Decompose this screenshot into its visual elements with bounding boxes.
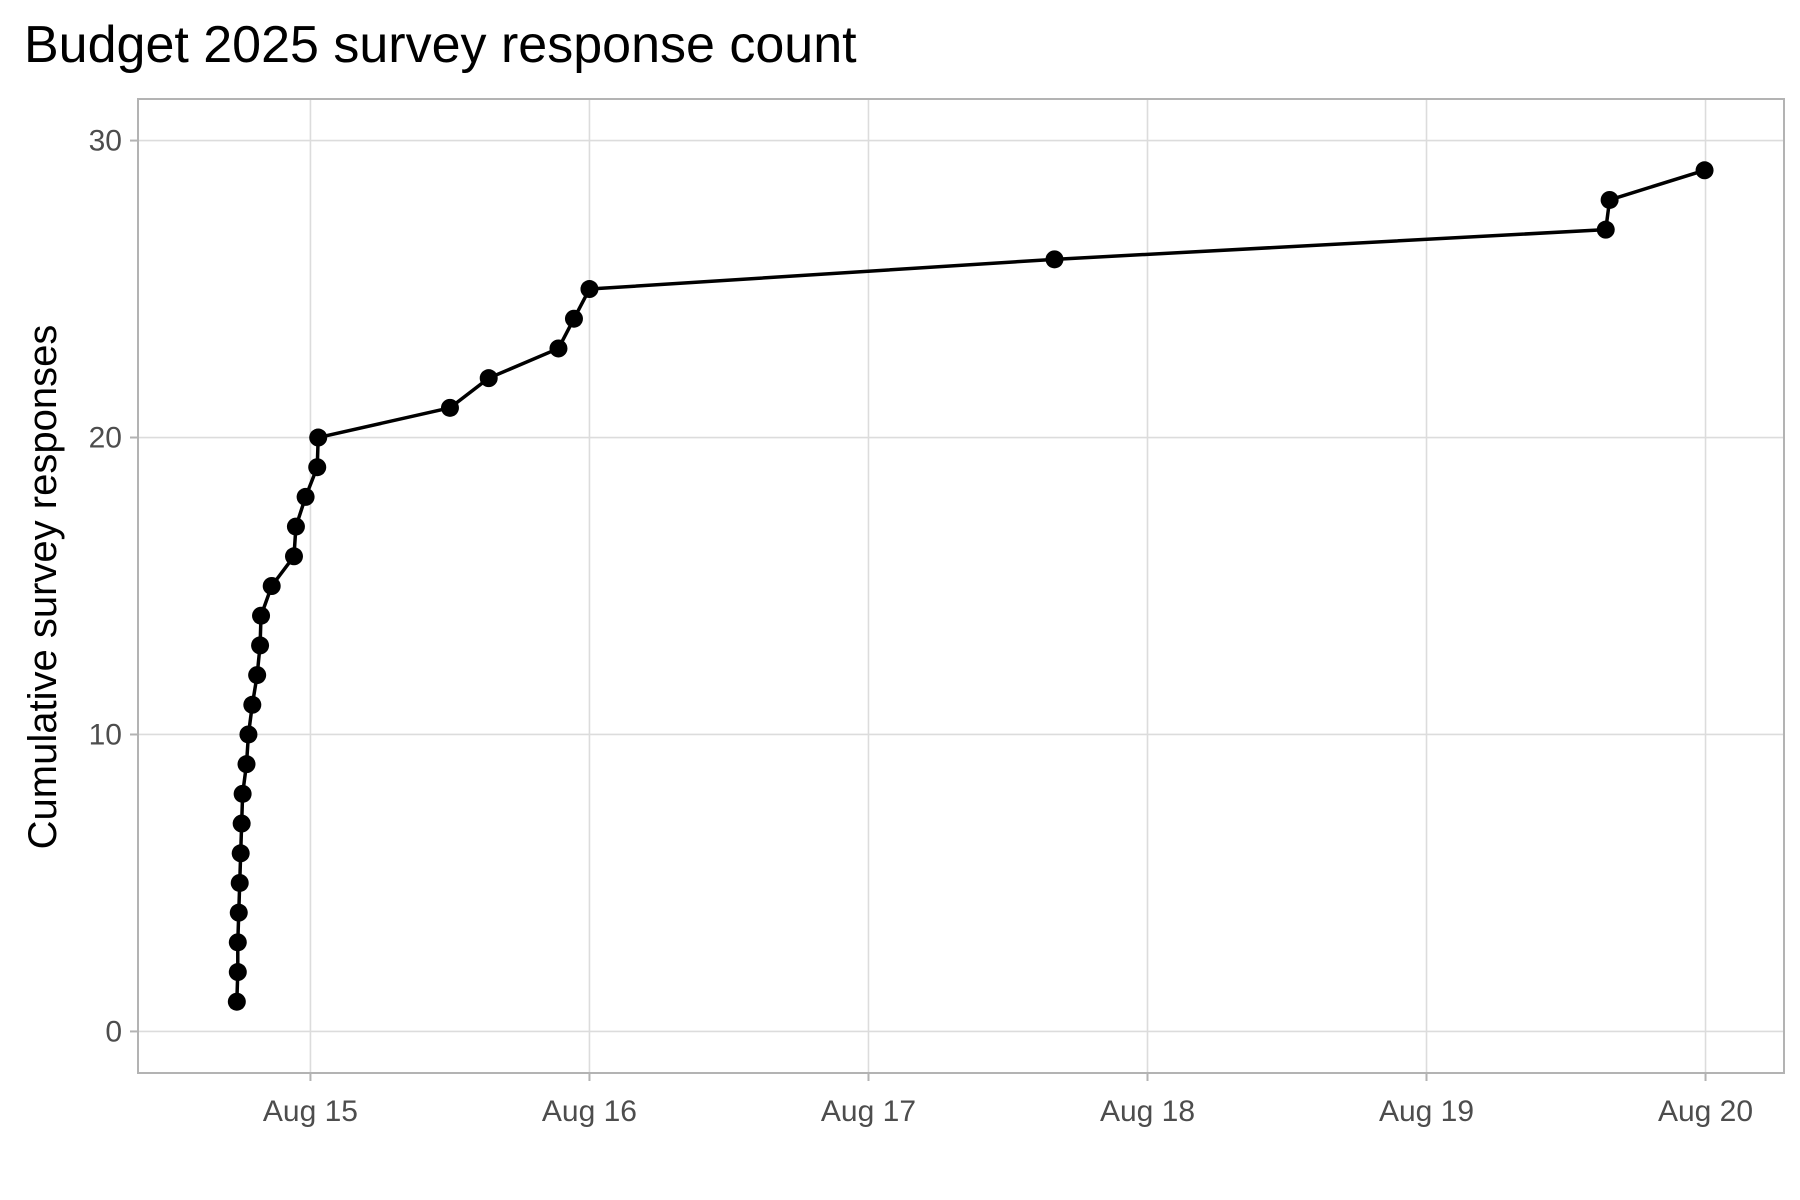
x-tick-label: Aug 17 bbox=[821, 1095, 916, 1128]
data-point bbox=[239, 725, 258, 744]
data-point bbox=[309, 428, 328, 447]
data-point bbox=[564, 309, 583, 328]
data-point bbox=[479, 369, 498, 388]
data-point bbox=[440, 398, 459, 417]
data-point bbox=[248, 666, 267, 685]
data-point bbox=[229, 903, 248, 922]
data-point bbox=[549, 339, 568, 358]
data-point bbox=[308, 458, 327, 477]
y-tick-label: 0 bbox=[105, 1015, 122, 1048]
data-point bbox=[231, 844, 250, 863]
data-point bbox=[237, 755, 256, 774]
data-point bbox=[232, 814, 251, 833]
data-point bbox=[227, 992, 246, 1011]
series-cumulative-responses bbox=[227, 161, 1714, 1011]
data-point bbox=[1045, 250, 1064, 269]
x-tick-label: Aug 15 bbox=[263, 1095, 358, 1128]
data-point bbox=[251, 636, 270, 655]
x-tick-label: Aug 19 bbox=[1379, 1095, 1474, 1128]
data-point bbox=[233, 784, 252, 803]
axis-ticks: Aug 15 Aug 16 Aug 17 Aug 18 Aug 19 Aug 20 0 10 2… bbox=[89, 125, 1753, 1128]
y-tick-label: 10 bbox=[89, 718, 122, 751]
y-tick-label: 30 bbox=[89, 125, 122, 158]
data-point bbox=[286, 517, 305, 536]
plot-panel-border bbox=[137, 98, 1785, 1074]
y-tick-label: 20 bbox=[89, 422, 122, 455]
data-point bbox=[1695, 161, 1714, 180]
data-point bbox=[580, 280, 599, 299]
x-tick-label: Aug 16 bbox=[542, 1095, 637, 1128]
y-axis-label: Cumulative survey responses bbox=[21, 325, 65, 850]
data-point bbox=[230, 873, 249, 892]
x-tick-label: Aug 18 bbox=[1100, 1095, 1195, 1128]
data-point bbox=[296, 487, 315, 506]
data-point bbox=[243, 695, 262, 714]
data-point bbox=[252, 606, 271, 625]
data-point bbox=[228, 933, 247, 952]
chart-title: Budget 2025 survey response count bbox=[24, 16, 857, 74]
data-point bbox=[284, 547, 303, 566]
data-point bbox=[262, 577, 281, 595]
series-line bbox=[235, 168, 1706, 1002]
data-point bbox=[1596, 220, 1615, 239]
gridlines bbox=[138, 99, 1784, 1073]
x-tick-label: Aug 20 bbox=[1658, 1095, 1753, 1128]
data-point bbox=[1600, 190, 1619, 209]
data-point bbox=[228, 963, 247, 982]
